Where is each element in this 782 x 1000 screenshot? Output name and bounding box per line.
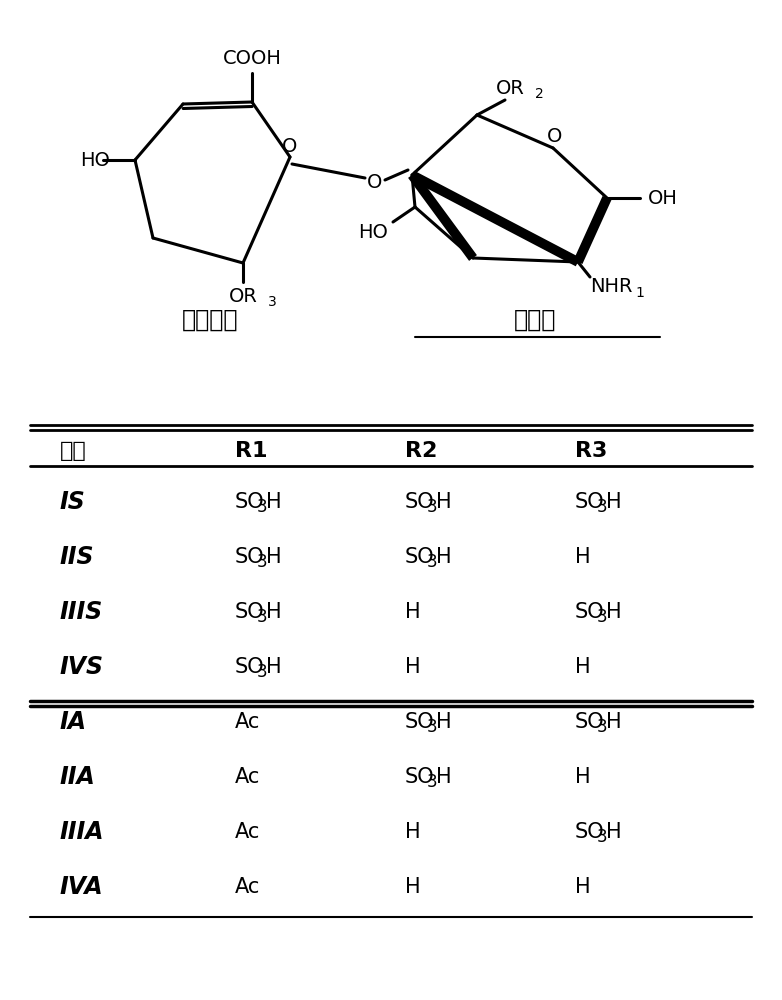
- Text: R3: R3: [575, 441, 608, 461]
- Text: 3: 3: [257, 498, 267, 516]
- Text: H: H: [575, 767, 590, 787]
- Text: SO: SO: [405, 712, 435, 732]
- Text: 2: 2: [535, 87, 543, 101]
- Text: SO: SO: [235, 492, 264, 512]
- Text: H: H: [575, 547, 590, 567]
- Text: Ac: Ac: [235, 877, 260, 897]
- Text: O: O: [547, 127, 563, 146]
- Text: H: H: [405, 657, 421, 677]
- Text: H: H: [606, 822, 622, 842]
- Text: H: H: [575, 657, 590, 677]
- Text: 3: 3: [597, 498, 608, 516]
- Text: SO: SO: [575, 712, 604, 732]
- Text: 己糖醋酸: 己糖醋酸: [181, 308, 239, 332]
- Text: 3: 3: [257, 608, 267, 626]
- Text: 3: 3: [257, 663, 267, 681]
- Text: H: H: [436, 767, 452, 787]
- Text: H: H: [405, 602, 421, 622]
- Text: H: H: [405, 822, 421, 842]
- Text: SO: SO: [575, 492, 604, 512]
- Text: IA: IA: [60, 710, 87, 734]
- Text: O: O: [282, 136, 298, 155]
- Text: SO: SO: [405, 492, 435, 512]
- Text: 葡糖胺: 葡糖胺: [514, 308, 556, 332]
- Text: 3: 3: [268, 295, 277, 309]
- Text: 1: 1: [635, 286, 644, 300]
- Text: H: H: [436, 492, 452, 512]
- Text: SO: SO: [575, 822, 604, 842]
- Text: R2: R2: [405, 441, 437, 461]
- Text: OH: OH: [648, 188, 678, 208]
- Text: HO: HO: [80, 150, 110, 169]
- Text: IIIS: IIIS: [60, 600, 103, 624]
- Text: SO: SO: [575, 602, 604, 622]
- Text: IIA: IIA: [60, 765, 95, 789]
- Text: HO: HO: [358, 223, 388, 241]
- Text: H: H: [606, 602, 622, 622]
- Text: 3: 3: [427, 773, 438, 791]
- Text: H: H: [436, 547, 452, 567]
- Text: 3: 3: [257, 553, 267, 571]
- Text: IIS: IIS: [60, 545, 95, 569]
- Text: O: O: [368, 172, 382, 192]
- Text: 3: 3: [597, 608, 608, 626]
- Text: 3: 3: [597, 828, 608, 846]
- Text: Ac: Ac: [235, 767, 260, 787]
- Text: H: H: [266, 492, 282, 512]
- Text: IIIA: IIIA: [60, 820, 105, 844]
- Text: IS: IS: [60, 490, 86, 514]
- Text: SO: SO: [235, 602, 264, 622]
- Text: H: H: [266, 547, 282, 567]
- Text: OR: OR: [228, 286, 257, 306]
- Text: OR: OR: [496, 79, 525, 98]
- Text: H: H: [266, 602, 282, 622]
- Text: SO: SO: [405, 767, 435, 787]
- Text: 3: 3: [597, 718, 608, 736]
- Text: H: H: [575, 877, 590, 897]
- Text: 二糖: 二糖: [60, 441, 87, 461]
- Text: SO: SO: [235, 547, 264, 567]
- Text: NHR: NHR: [590, 277, 633, 296]
- Text: COOH: COOH: [223, 48, 282, 68]
- Text: 3: 3: [427, 718, 438, 736]
- Text: Ac: Ac: [235, 822, 260, 842]
- Text: H: H: [606, 712, 622, 732]
- Text: 3: 3: [427, 498, 438, 516]
- Text: H: H: [405, 877, 421, 897]
- Text: H: H: [436, 712, 452, 732]
- Text: SO: SO: [405, 547, 435, 567]
- Text: SO: SO: [235, 657, 264, 677]
- Text: H: H: [266, 657, 282, 677]
- Text: R1: R1: [235, 441, 267, 461]
- Text: Ac: Ac: [235, 712, 260, 732]
- Text: IVA: IVA: [60, 875, 104, 899]
- Text: H: H: [606, 492, 622, 512]
- Text: IVS: IVS: [60, 655, 104, 679]
- Text: 3: 3: [427, 553, 438, 571]
